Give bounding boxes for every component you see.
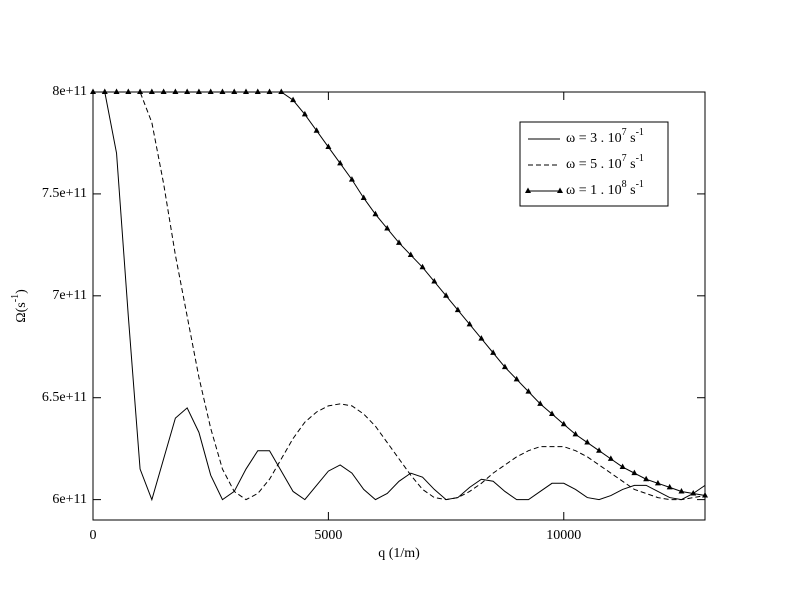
y-tick-label: 7e+11 bbox=[52, 288, 87, 303]
legend-label: ω = 1 . 108 s-1 bbox=[566, 179, 644, 198]
x-tick-label: 0 bbox=[90, 528, 97, 543]
point-marker bbox=[348, 176, 355, 182]
point-marker bbox=[666, 483, 673, 490]
point-marker bbox=[596, 447, 603, 453]
legend-marker bbox=[525, 187, 531, 193]
point-marker bbox=[254, 88, 261, 94]
legend-text: s bbox=[627, 131, 636, 146]
y-axis-label: Ω(s-1) bbox=[10, 289, 29, 323]
point-marker bbox=[195, 88, 202, 94]
point-marker bbox=[654, 479, 661, 486]
y-label-end: ) bbox=[14, 289, 29, 294]
point-marker bbox=[643, 475, 650, 482]
legend-text: ω = 5 . 10 bbox=[566, 157, 622, 172]
point-marker bbox=[184, 88, 191, 94]
point-marker bbox=[584, 439, 591, 445]
point-marker bbox=[113, 88, 120, 94]
point-marker bbox=[537, 400, 544, 406]
point-marker bbox=[90, 88, 96, 94]
point-marker bbox=[231, 88, 238, 94]
legend-marker bbox=[557, 187, 563, 193]
point-marker bbox=[607, 455, 614, 461]
point-marker bbox=[266, 88, 273, 94]
point-marker bbox=[172, 88, 179, 94]
point-marker bbox=[513, 375, 520, 382]
point-marker bbox=[631, 469, 638, 476]
point-marker bbox=[360, 194, 367, 200]
point-marker bbox=[372, 210, 379, 217]
series-line bbox=[93, 91, 706, 502]
legend-sup: 7 bbox=[622, 127, 627, 138]
point-marker bbox=[337, 159, 344, 166]
point-marker bbox=[148, 88, 155, 94]
legend-sup: -1 bbox=[636, 179, 644, 190]
point-marker bbox=[619, 463, 626, 470]
y-tick-label: 6.5e+11 bbox=[42, 390, 87, 405]
point-marker bbox=[501, 363, 508, 370]
legend-label: ω = 5 . 107 s-1 bbox=[566, 153, 644, 172]
legend-box bbox=[519, 121, 669, 207]
point-marker bbox=[690, 490, 697, 496]
point-marker bbox=[301, 110, 308, 117]
legend-label: ω = 3 . 107 s-1 bbox=[566, 127, 644, 146]
point-marker bbox=[478, 335, 485, 341]
legend-sup: 8 bbox=[622, 179, 627, 190]
y-label-sup: -1 bbox=[10, 294, 21, 302]
point-marker bbox=[219, 88, 226, 94]
y-tick-label: 6e+11 bbox=[52, 492, 87, 507]
point-marker bbox=[560, 420, 567, 427]
point-marker bbox=[443, 292, 450, 298]
point-marker bbox=[207, 88, 214, 94]
plot-frame bbox=[92, 91, 706, 521]
point-marker bbox=[454, 306, 461, 313]
legend-text: ω = 3 . 10 bbox=[566, 131, 622, 146]
y-label-base: Ω(s bbox=[14, 302, 29, 323]
legend-text: s bbox=[627, 183, 636, 198]
x-tick-label: 10000 bbox=[546, 528, 581, 543]
point-marker bbox=[278, 88, 285, 94]
point-marker bbox=[466, 320, 473, 327]
point-marker bbox=[431, 278, 438, 284]
y-tick-label: 8e+11 bbox=[52, 84, 87, 99]
legend-text: s bbox=[627, 157, 636, 172]
point-marker bbox=[678, 487, 685, 494]
legend-sup: -1 bbox=[636, 153, 644, 164]
series-line bbox=[93, 91, 706, 501]
point-marker bbox=[325, 143, 332, 150]
legend-text: ω = 1 . 10 bbox=[566, 183, 622, 198]
y-tick-label: 7.5e+11 bbox=[42, 186, 87, 201]
point-marker bbox=[549, 410, 555, 417]
point-marker bbox=[525, 388, 532, 394]
x-axis-label: q (1/m) bbox=[378, 546, 420, 561]
point-marker bbox=[313, 127, 320, 133]
point-marker bbox=[101, 88, 108, 94]
point-marker bbox=[160, 88, 167, 94]
point-marker bbox=[407, 251, 414, 258]
point-marker bbox=[243, 88, 249, 94]
point-marker bbox=[702, 492, 708, 498]
legend-sup: -1 bbox=[636, 127, 644, 138]
legend-sup: 7 bbox=[622, 153, 627, 164]
point-marker bbox=[572, 430, 579, 437]
point-marker bbox=[137, 88, 144, 94]
point-marker bbox=[290, 96, 297, 103]
point-marker bbox=[384, 225, 391, 231]
x-tick-label: 5000 bbox=[314, 528, 342, 543]
point-marker bbox=[396, 239, 402, 245]
point-marker bbox=[490, 349, 497, 355]
point-marker bbox=[125, 88, 132, 94]
point-marker bbox=[419, 263, 426, 270]
